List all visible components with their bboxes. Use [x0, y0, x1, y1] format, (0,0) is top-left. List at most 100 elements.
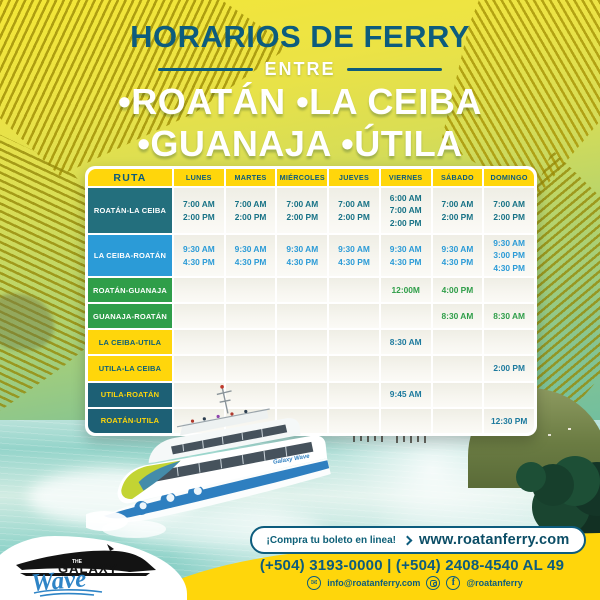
boat-silhouette-icon — [16, 544, 156, 576]
time-cell: 7:00 AM 2:00 PM — [484, 188, 534, 233]
time-cell: 12:30 PM — [484, 408, 534, 433]
time-value: 8:30 AM — [493, 310, 526, 321]
time-value: 4:30 PM — [389, 256, 422, 267]
time-cell — [380, 408, 431, 433]
time-cell: 7:00 AM 2:00 PM — [225, 188, 276, 233]
page-title: HORARIOS DE FERRY — [130, 19, 470, 54]
envelope-glyph: ✉ — [310, 578, 318, 587]
day-header-cell: JUEVES — [329, 169, 379, 186]
route-cell: ROATÁN-GUANAJA — [88, 278, 172, 303]
website-link[interactable]: www.roatanferry.com — [419, 532, 570, 548]
email-text[interactable]: info@roatanferry.com — [327, 578, 421, 588]
cities-line-2: •GUANAJA •ÚTILA — [137, 122, 463, 164]
time-value: 9:30 AM — [338, 243, 370, 254]
time-cell: 9:30 AM 4:30 PM — [380, 235, 431, 276]
schedule-table: RUTA LUNES MARTES MIÉRCOLES JUEVES VIERNES SÁB… — [88, 169, 534, 433]
time-value: 7:00 AM — [234, 198, 267, 209]
time-cell: 9:30 AM 3:00 PM 4:30 PM — [484, 235, 534, 276]
time-cell: 8:30 AM — [380, 330, 431, 355]
time-cell — [277, 356, 328, 381]
cities-line-1: •ROATÁN •LA CEIBA — [118, 81, 482, 122]
title-block: HORARIOS DE FERRY ENTRE •ROATÁN •LA CEIB… — [0, 0, 600, 164]
day-header-cell: MIÉRCOLES — [277, 169, 328, 186]
time-value: 9:30 AM — [493, 237, 526, 248]
route-cell: UTILA-ROATÁN — [88, 382, 172, 407]
time-cell: 4:00 PM — [432, 278, 483, 303]
time-cell — [174, 278, 224, 303]
time-value: 2:00 PM — [493, 363, 525, 374]
email-icon[interactable]: ✉ — [307, 576, 322, 590]
time-value: 6:00 AM — [389, 192, 422, 203]
time-value: 7:00 AM — [493, 198, 526, 209]
facebook-glyph: f — [451, 576, 456, 588]
day-header-cell: LUNES — [174, 169, 224, 186]
time-value: 7:00 AM — [286, 198, 319, 209]
time-cell — [484, 330, 534, 355]
time-cell: 9:30 AM 4:30 PM — [174, 235, 224, 276]
route-cell: GUANAJA-ROATÁN — [88, 304, 172, 329]
time-value: 2:00 PM — [441, 211, 474, 222]
time-cell: 7:00 AM 2:00 PM — [329, 188, 379, 233]
route-cell: LA CEIBA-ROATÁN — [88, 235, 172, 276]
shore-vegetation — [516, 462, 546, 492]
time-cell — [225, 356, 276, 381]
time-cell — [329, 330, 379, 355]
time-value: 4:30 PM — [286, 256, 319, 267]
time-value: 2:00 PM — [338, 211, 370, 222]
time-cell: 9:30 AM 4:30 PM — [225, 235, 276, 276]
time-value: 7:00 AM — [389, 205, 422, 216]
social-handle[interactable]: @roatanferry — [466, 578, 523, 588]
time-cell — [329, 356, 379, 381]
time-value: 4:00 PM — [441, 284, 474, 295]
time-cell — [329, 382, 379, 407]
instagram-glyph — [429, 579, 437, 587]
time-cell: 8:30 AM — [432, 304, 483, 329]
time-value: 4:30 PM — [234, 256, 267, 267]
time-cell — [174, 330, 224, 355]
time-cell: 9:45 AM — [380, 382, 431, 407]
time-cell — [174, 382, 224, 407]
time-cell: 9:30 AM 4:30 PM — [432, 235, 483, 276]
time-value: 4:30 PM — [493, 262, 525, 273]
time-cell — [277, 278, 328, 303]
time-cell — [329, 304, 379, 329]
time-value: 8:30 AM — [389, 337, 422, 348]
instagram-icon[interactable] — [426, 576, 441, 590]
facebook-icon[interactable]: f — [446, 576, 461, 590]
time-value: 2:00 PM — [493, 211, 525, 222]
divider-line — [158, 68, 254, 71]
time-cell — [432, 408, 483, 433]
time-cell — [432, 330, 483, 355]
time-value: 12:00M — [391, 284, 420, 295]
time-value: 7:00 AM — [441, 198, 474, 209]
time-cell: 9:30 AM 4:30 PM — [329, 235, 379, 276]
time-cell — [277, 330, 328, 355]
time-cell — [484, 382, 534, 407]
time-value: 4:30 PM — [183, 256, 215, 267]
time-cell: 8:30 AM — [484, 304, 534, 329]
time-cell: 2:00 PM — [484, 356, 534, 381]
time-cell — [225, 330, 276, 355]
time-value: 2:00 PM — [286, 211, 319, 222]
schedule-card: RUTA LUNES MARTES MIÉRCOLES JUEVES VIERNES SÁB… — [85, 166, 537, 436]
time-cell — [225, 382, 276, 407]
ferry-illustration: Galaxy Wave — [86, 385, 331, 538]
time-value: 7:00 AM — [338, 198, 370, 209]
time-value: 9:30 AM — [286, 243, 319, 254]
time-value: 2:00 PM — [389, 217, 422, 228]
divider-line — [346, 68, 442, 71]
time-cell: 7:00 AM 2:00 PM — [174, 188, 224, 233]
time-cell — [484, 278, 534, 303]
cta-text: ¡Compra tu boleto en linea! — [266, 534, 396, 546]
time-cell — [329, 278, 379, 303]
time-cell — [174, 356, 224, 381]
time-value: 9:30 AM — [234, 243, 267, 254]
time-cell: 9:30 AM 4:30 PM — [277, 235, 328, 276]
time-value: 9:30 AM — [441, 243, 474, 254]
route-header-cell: RUTA — [88, 169, 172, 186]
time-value: 9:30 AM — [182, 243, 215, 254]
subtitle: ENTRE — [264, 59, 336, 79]
cta-pill[interactable]: ¡Compra tu boleto en linea! www.roatanfe… — [250, 526, 586, 554]
time-cell — [380, 304, 431, 329]
time-cell — [432, 356, 483, 381]
